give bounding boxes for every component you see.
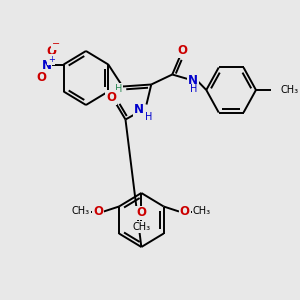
Text: CH₃: CH₃ — [281, 85, 299, 95]
Text: O: O — [178, 44, 188, 57]
Text: H: H — [115, 83, 122, 94]
Text: N: N — [41, 59, 51, 72]
Text: O: O — [106, 91, 116, 104]
Text: N: N — [134, 103, 144, 116]
Text: O: O — [136, 206, 146, 220]
Text: H: H — [145, 112, 152, 122]
Text: O: O — [46, 45, 56, 58]
Text: +: + — [48, 55, 55, 64]
Text: O: O — [180, 205, 190, 218]
Text: CH₃: CH₃ — [132, 222, 150, 232]
Text: H: H — [190, 85, 197, 94]
Text: CH₃: CH₃ — [72, 206, 90, 217]
Text: O: O — [93, 205, 103, 218]
Text: −: − — [52, 40, 60, 50]
Text: CH₃: CH₃ — [193, 206, 211, 217]
Text: O: O — [37, 71, 47, 84]
Text: N: N — [188, 74, 198, 87]
